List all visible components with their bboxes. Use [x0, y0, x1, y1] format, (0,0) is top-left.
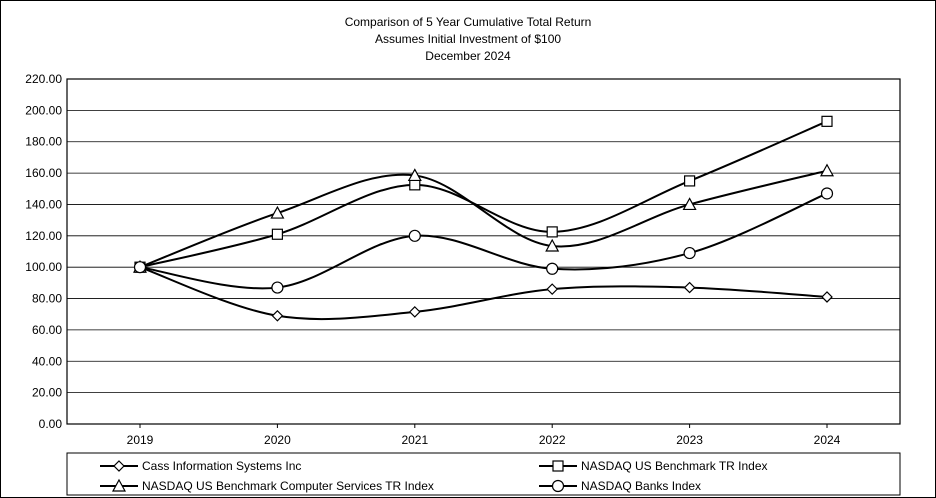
series-line-circle — [139, 192, 828, 290]
grid-lines — [67, 109, 900, 394]
x-tick-label: 2019 — [127, 433, 154, 447]
series-line-square — [139, 120, 828, 269]
data-point-diamond — [821, 291, 833, 303]
data-point-diamond — [546, 283, 559, 295]
y-tick-label: 120.00 — [25, 229, 62, 243]
legend-label-circle: NASDAQ Banks Index — [581, 479, 701, 493]
chart-title-line-2: Assumes Initial Investment of $100 — [375, 32, 561, 46]
data-point-square — [409, 179, 421, 191]
series-circle — [133, 187, 834, 294]
data-point-square — [821, 115, 833, 127]
series-lines — [132, 115, 835, 322]
data-point-triangle — [407, 168, 422, 182]
plot-area — [66, 78, 901, 425]
x-tick-label: 2024 — [814, 433, 841, 447]
legend-label-diamond: Cass Information Systems Inc — [142, 459, 301, 473]
legend — [66, 452, 901, 496]
data-point-triangle — [270, 205, 285, 219]
y-axis-tick-labels: 0.00 20.00 40.00 60.00 80.00 100.00 120.00 140.… — [25, 72, 62, 431]
legend-label-triangle: NASDAQ US Benchmark Computer Services TR… — [142, 479, 434, 493]
data-point-circle — [546, 262, 559, 275]
legend-entry-circle: NASDAQ Banks Index — [539, 479, 701, 493]
data-point-square — [546, 226, 558, 238]
y-tick-label: 20.00 — [32, 386, 62, 400]
y-tick-label: 160.00 — [25, 166, 62, 180]
series-triangle — [132, 163, 835, 273]
legend-marker-circle — [551, 479, 565, 493]
data-point-circle — [271, 281, 284, 294]
legend-entry-square: NASDAQ US Benchmark TR Index — [539, 459, 768, 473]
data-point-diamond — [683, 281, 696, 294]
chart-title-line-1: Comparison of 5 Year Cumulative Total Re… — [345, 15, 592, 29]
series-line-diamond — [139, 266, 828, 321]
y-tick-label: 180.00 — [25, 135, 62, 149]
chart-title-line-3: December 2024 — [425, 49, 511, 63]
y-tick-label: 140.00 — [25, 197, 62, 211]
series-square — [134, 115, 833, 273]
legend-entry-triangle: NASDAQ US Benchmark Computer Services TR… — [100, 478, 434, 493]
y-tick-label: 0.00 — [39, 417, 63, 431]
legend-marker-square — [552, 460, 564, 472]
y-tick-label: 60.00 — [32, 323, 62, 337]
data-point-circle — [133, 261, 147, 274]
data-point-circle — [820, 187, 834, 200]
data-point-square — [683, 175, 696, 187]
legend-marker-diamond — [113, 460, 125, 472]
y-tick-label: 200.00 — [25, 103, 62, 117]
y-tick-label: 80.00 — [32, 292, 62, 306]
y-tick-label: 100.00 — [25, 260, 62, 274]
x-tick-label: 2020 — [264, 433, 291, 447]
x-tick-label: 2023 — [676, 433, 703, 447]
legend-entries: Cass Information Systems Inc NASDAQ US Be… — [100, 459, 768, 493]
legend-marker-triangle — [111, 478, 127, 492]
data-point-square — [271, 228, 283, 240]
y-tick-label: 40.00 — [32, 354, 62, 368]
data-point-triangle — [545, 238, 560, 252]
series-line-triangle — [139, 169, 828, 269]
legend-entry-diamond: Cass Information Systems Inc — [100, 459, 301, 473]
x-tick-label: 2022 — [539, 433, 566, 447]
y-tick-label: 220.00 — [25, 72, 62, 86]
x-tick-label: 2021 — [401, 433, 428, 447]
data-point-triangle — [682, 197, 697, 211]
series-diamond — [134, 261, 833, 322]
data-point-diamond — [408, 306, 421, 318]
data-point-circle — [408, 229, 421, 242]
data-point-triangle — [819, 163, 835, 177]
x-axis-tick-labels: 2019 2020 2021 2022 2023 2024 — [127, 424, 841, 447]
chart-title: Comparison of 5 Year Cumulative Total Re… — [345, 15, 592, 63]
data-point-diamond — [271, 309, 284, 322]
data-point-circle — [683, 246, 696, 260]
legend-label-square: NASDAQ US Benchmark TR Index — [581, 459, 768, 473]
